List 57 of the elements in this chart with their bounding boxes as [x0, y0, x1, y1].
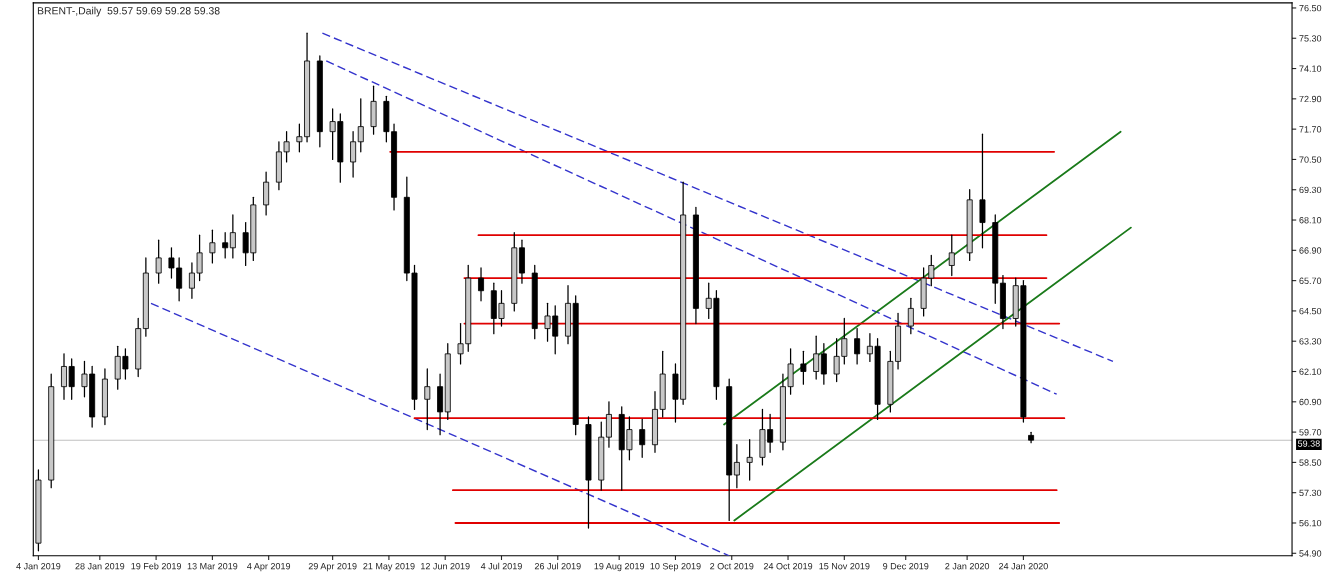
- candlestick: [263, 171, 270, 216]
- x-tick-label: 15 Nov 2019: [819, 562, 870, 570]
- candlestick: [820, 343, 827, 385]
- candlestick: [854, 327, 861, 365]
- candlestick: [155, 239, 162, 284]
- y-tick-label: 71.70: [1299, 126, 1322, 133]
- y-tick-label: 70.50: [1299, 156, 1322, 163]
- candlestick: [350, 131, 357, 178]
- x-tick-label: 4 Jul 2019: [480, 562, 522, 570]
- x-tick-label: 19 Aug 2019: [594, 562, 645, 572]
- x-tick-label: 4 Jan 2019: [16, 562, 61, 570]
- y-tick-label: 76.50: [1299, 4, 1322, 12]
- candlestick: [800, 350, 807, 385]
- x-tick-label: 21 May 2019: [363, 562, 415, 572]
- x-tick-label: 12 Jun 2019: [421, 562, 470, 570]
- x-tick-label: 9 Dec 2019: [883, 562, 929, 570]
- candlestick: [733, 444, 740, 489]
- x-tick-label: 29 Apr 2019: [308, 562, 357, 572]
- candlestick: [907, 297, 914, 335]
- x-tick-label: 2 Jan 2020: [945, 562, 990, 570]
- x-tick-label: 26 Jul 2019: [534, 562, 581, 570]
- y-tick-label: 54.90: [1299, 550, 1322, 557]
- x-tick-label: 19 Feb 2019: [131, 562, 182, 570]
- y-tick-label: 68.10: [1299, 217, 1322, 224]
- candlestick: [357, 98, 364, 153]
- x-tick-label: 28 Jan 2019: [75, 562, 125, 570]
- candlestick: [229, 214, 236, 259]
- y-tick-label: 75.30: [1299, 35, 1322, 42]
- y-tick-label: 69.30: [1299, 186, 1322, 194]
- ref-line-label: 59.38: [1297, 440, 1320, 447]
- chart-title: BRENT-,Daily 59.57 59.69 59.28 59.38: [37, 6, 220, 17]
- x-tick-label: 2 Oct 2019: [710, 562, 754, 570]
- x-tick-label: 10 Sep 2019: [650, 562, 701, 572]
- x-tick-label: 13 Mar 2019: [187, 562, 238, 570]
- y-tick-label: 64.50: [1299, 307, 1322, 315]
- y-tick-label: 57.30: [1299, 489, 1322, 497]
- y-tick-label: 60.90: [1299, 398, 1322, 406]
- candlestick: [813, 335, 820, 380]
- y-tick-label: 56.10: [1299, 519, 1322, 527]
- candlestick: [478, 267, 484, 302]
- x-tick-label: 24 Oct 2019: [763, 562, 813, 570]
- y-tick-label: 63.30: [1299, 338, 1322, 345]
- x-tick-label: 4 Apr 2019: [247, 562, 291, 572]
- candlestick: [948, 234, 955, 277]
- candlestick: [424, 368, 431, 431]
- y-tick-label: 58.50: [1299, 459, 1322, 466]
- candlestick: [979, 133, 986, 249]
- y-tick-label: 65.70: [1299, 277, 1322, 284]
- y-tick-label: 66.90: [1299, 247, 1322, 254]
- candlestick: [222, 232, 229, 259]
- y-tick-label: 74.10: [1299, 65, 1322, 72]
- y-tick-label: 59.70: [1299, 429, 1322, 436]
- y-tick-label: 72.90: [1299, 95, 1322, 103]
- y-tick-label: 62.10: [1299, 368, 1322, 375]
- x-tick-label: 24 Jan 2020: [999, 562, 1048, 570]
- candlestick: [639, 418, 646, 458]
- candlestick: [209, 229, 216, 264]
